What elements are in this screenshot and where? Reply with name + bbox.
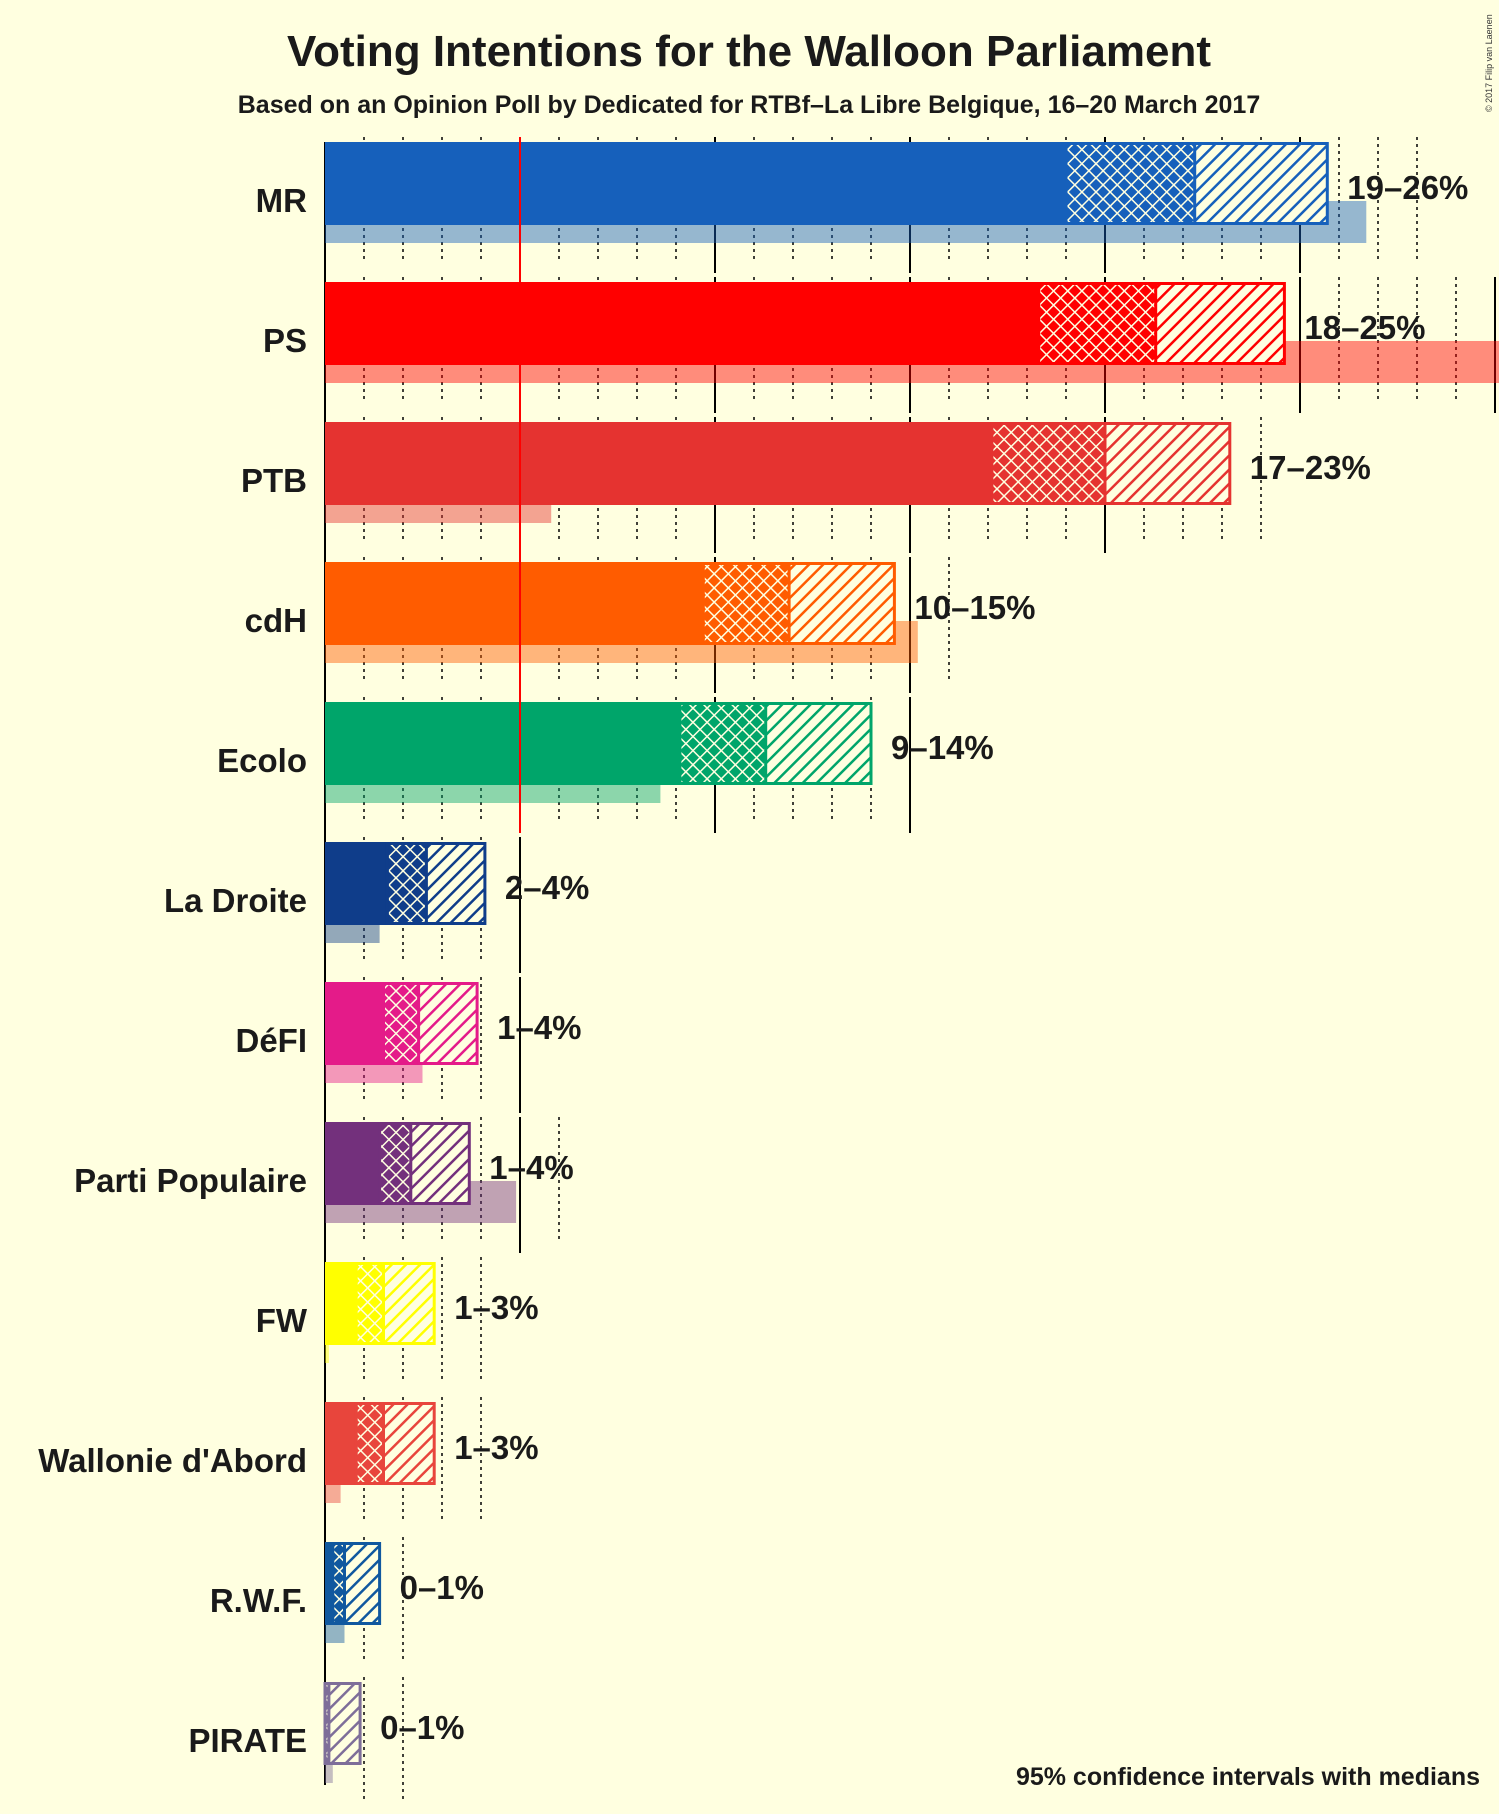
ci-upper-bar <box>383 1262 435 1345</box>
party-name-label: cdH <box>245 602 307 639</box>
ci-outline <box>1037 282 1286 365</box>
party-row: R.W.F. 0–1% <box>210 1542 484 1643</box>
solid-bar <box>325 1402 357 1485</box>
ci-outline <box>1064 142 1329 225</box>
ci-upper-bar <box>1155 282 1285 365</box>
ci-upper-bar <box>328 1682 361 1765</box>
ci-lower-bar <box>356 1402 384 1485</box>
ci-lower-bar <box>679 702 766 785</box>
range-label: 1–4% <box>497 1009 581 1046</box>
party-name-label: FW <box>256 1302 308 1339</box>
solid-bar <box>325 982 384 1065</box>
solid-bar <box>325 282 1039 365</box>
ci-outline <box>678 702 873 785</box>
ci-outline <box>331 1542 382 1625</box>
party-name-label: Wallonie d'Abord <box>38 1442 307 1479</box>
ci-lower-bar <box>1038 282 1156 365</box>
ci-upper-bar <box>426 842 485 925</box>
party-row: FW 1–3% <box>256 1262 539 1363</box>
ci-outline <box>382 982 479 1065</box>
range-label: 1–3% <box>454 1429 538 1466</box>
party-row: cdH 10–15% <box>245 562 1036 663</box>
party-name-label: PIRATE <box>188 1722 307 1759</box>
range-label: 18–25% <box>1304 309 1425 346</box>
ci-lower-bar <box>703 562 790 645</box>
chart-title: Voting Intentions for the Walloon Parlia… <box>287 27 1211 76</box>
ci-lower-bar <box>387 842 427 925</box>
ci-upper-bar <box>410 1122 470 1205</box>
ci-upper-bar <box>1194 142 1328 225</box>
ci-lower-bar <box>991 422 1105 505</box>
party-row: Ecolo 9–14% <box>217 702 994 803</box>
ci-lower-bar <box>356 1262 384 1345</box>
party-name-label: R.W.F. <box>210 1582 307 1619</box>
chart-footnote: 95% confidence intervals with medians <box>1016 1763 1480 1791</box>
ci-outline <box>354 1402 436 1485</box>
chart-subtitle: Based on an Opinion Poll by Dedicated fo… <box>238 91 1260 119</box>
party-row: MR 19–26% <box>256 142 1468 243</box>
range-label: 1–4% <box>489 1149 573 1186</box>
solid-bar <box>325 142 1066 225</box>
ci-lower-bar <box>332 1542 345 1625</box>
ci-upper-bar <box>789 562 895 645</box>
solid-bar <box>325 842 388 925</box>
party-name-label: La Droite <box>164 882 307 919</box>
ci-upper-bar <box>383 1402 435 1485</box>
solid-bar <box>325 562 704 645</box>
party-row: DéFI 1–4% <box>235 982 582 1083</box>
range-label: 17–23% <box>1250 449 1371 486</box>
ci-upper-bar <box>1105 422 1230 505</box>
ci-lower-bar <box>325 1682 329 1765</box>
ci-outline <box>323 1682 362 1765</box>
ci-lower-bar <box>383 982 419 1065</box>
ci-outline <box>354 1262 436 1345</box>
copyright-notice: © 2017 Filip van Laenen <box>1484 14 1494 112</box>
party-row: PS 18–25% <box>263 282 1499 383</box>
solid-bar <box>325 1262 357 1345</box>
ci-lower-bar <box>379 1122 411 1205</box>
party-name-label: PS <box>263 322 307 359</box>
range-label: 10–15% <box>914 589 1035 626</box>
party-name-label: Parti Populaire <box>74 1162 307 1199</box>
ci-outline <box>385 842 487 925</box>
solid-bar <box>325 1542 333 1625</box>
solid-bar <box>325 1122 380 1205</box>
ci-outline <box>378 1122 471 1205</box>
party-bars: MR 19–26% PS 18–25% PTB 17–23% cdH 10–15% Ecolo 9… <box>38 137 1499 1783</box>
range-label: 0–1% <box>400 1569 484 1606</box>
party-name-label: PTB <box>241 462 307 499</box>
range-label: 9–14% <box>891 729 994 766</box>
party-row: Parti Populaire 1–4% <box>74 1122 574 1223</box>
ci-outline <box>701 562 896 645</box>
range-label: 1–3% <box>454 1289 538 1326</box>
range-label: 2–4% <box>505 869 589 906</box>
party-row: PIRATE 0–1% <box>188 1682 465 1783</box>
party-name-label: Ecolo <box>217 742 307 779</box>
range-label: 19–26% <box>1347 169 1468 206</box>
party-row: Wallonie d'Abord 1–3% <box>38 1402 539 1503</box>
ci-upper-bar <box>344 1542 380 1625</box>
ci-upper-bar <box>765 702 871 785</box>
ci-lower-bar <box>1066 142 1195 225</box>
ci-upper-bar <box>418 982 478 1065</box>
solid-bar <box>325 422 992 505</box>
party-row: PTB 17–23% <box>241 422 1371 523</box>
party-name-label: DéFI <box>235 1022 307 1059</box>
party-name-label: MR <box>256 182 307 219</box>
grid-lines <box>324 137 1496 1801</box>
ci-outline <box>990 422 1232 505</box>
solid-bar <box>325 702 680 785</box>
party-row: La Droite 2–4% <box>164 842 589 943</box>
range-label: 0–1% <box>380 1709 464 1746</box>
